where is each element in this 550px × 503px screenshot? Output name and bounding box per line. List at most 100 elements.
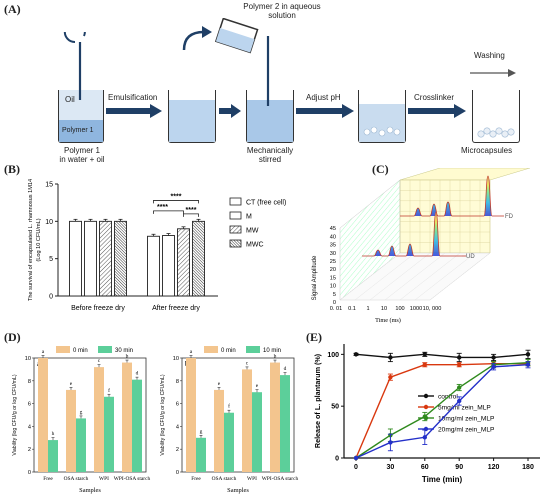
beaker-4-body (358, 90, 406, 143)
series-line (355, 364, 529, 459)
washing-arrow-icon (470, 69, 516, 77)
y-tick-label: 6 (28, 402, 31, 408)
bar (214, 389, 224, 472)
data-point (525, 362, 531, 367)
bar (270, 362, 280, 472)
x-tick-label: 0.1 (348, 306, 356, 312)
x-tick-label: 10 (381, 306, 387, 312)
bar (252, 392, 262, 472)
data-point (525, 352, 531, 357)
significance-letter: a (190, 349, 193, 355)
bar (99, 220, 112, 297)
arrow-1-icon (106, 104, 162, 118)
bar (38, 358, 48, 472)
y-tick-label: 40 (330, 234, 336, 240)
series-line (355, 353, 529, 359)
legend-swatch-zero (56, 346, 70, 353)
bar (84, 220, 97, 297)
significance-letter: a (42, 349, 45, 355)
bar (66, 389, 76, 472)
data-point (422, 362, 427, 367)
bar (94, 367, 104, 472)
polymer1-tag: Polymer 1 (62, 127, 94, 134)
beaker-1-body: Oil Polymer 1 (58, 90, 104, 143)
bar (177, 228, 190, 297)
significance-letter: d (284, 366, 287, 372)
legend-label: 0 min (221, 348, 236, 354)
microcapsules-caption: Microcapsules (461, 146, 513, 155)
y-tick-label: 15 (330, 275, 336, 281)
y-tick-label: 0 (176, 470, 179, 476)
y-tick-label: 25 (330, 259, 336, 265)
floor-grid (429, 252, 491, 301)
step-emulsification: Emulsification (108, 93, 158, 102)
y-tick-label: 10 (330, 284, 336, 290)
polymer1-caption: Polymer 1 in water + oil (59, 146, 105, 164)
legend-label: CT (free cell) (246, 200, 286, 207)
polymer2-label: Polymer 2 in aqueous solution (243, 2, 321, 20)
significance-letter: h (52, 431, 55, 437)
series-label-fd: FD (505, 214, 514, 220)
y-tick-label: 15 (45, 182, 53, 189)
significance-letter: c (246, 360, 249, 366)
category-label: WPI-OSA starch (262, 476, 299, 482)
floor-grid (414, 252, 476, 301)
significance-letter: b (274, 354, 277, 360)
step-adjust-ph: Adjust pH (306, 93, 341, 102)
data-point (491, 355, 496, 360)
arrow-2-icon (219, 104, 241, 118)
y-tick-label: 35 (330, 243, 336, 249)
microcapsules-icon (477, 127, 515, 138)
y-tick-label: 10 (25, 356, 31, 362)
bar (280, 375, 290, 472)
significance-bracket (153, 210, 184, 214)
bar (76, 418, 86, 472)
bar (196, 437, 206, 472)
legend-label: 20mg/ml zein_MLP (438, 427, 495, 434)
data-point (388, 374, 393, 380)
back-wall (399, 179, 491, 254)
floor-grid (339, 252, 401, 301)
panel-c-letter: (C) (372, 162, 389, 176)
significance-letter: e (218, 381, 221, 387)
significance-letter: g (200, 429, 203, 435)
legend-swatch-treated (98, 346, 112, 353)
data-point (491, 364, 496, 369)
category-label: WPI-OSA starch (114, 476, 151, 482)
y-tick-label: 0 (333, 300, 336, 306)
y-axis-label: Release of L. plantarum (%) (313, 353, 322, 448)
stirrer-1-icon (63, 32, 86, 100)
legend-swatch (229, 197, 242, 206)
pouring-beaker-icon (214, 18, 259, 54)
floor-grid (369, 252, 431, 301)
panel-e-letter: (E) (306, 330, 322, 344)
y-tick-label: 8 (28, 379, 31, 385)
significance-bracket (153, 200, 199, 204)
y-tick-label: 30 (330, 251, 336, 257)
legend-marker (423, 393, 429, 399)
category-label: WPI (247, 476, 257, 482)
y-tick-label: 0 (335, 456, 339, 463)
oil-label: Oil (65, 95, 75, 104)
y-tick-label: 8 (176, 379, 179, 385)
significance-label: **** (157, 204, 168, 211)
significance-letter: f (108, 387, 110, 394)
top-wall (399, 168, 531, 181)
curved-arrow-icon (182, 26, 212, 51)
floor-grid (384, 252, 446, 301)
x-axis-label: Samples (227, 487, 249, 494)
plot-frame (181, 357, 295, 473)
washing-label: Washing (474, 51, 505, 60)
bar (224, 412, 234, 472)
beaker-3-liquid (247, 100, 293, 142)
data-point (422, 435, 427, 440)
y-tick-label: 20 (330, 267, 336, 273)
significance-letter: e (256, 383, 259, 389)
y-tick-label: 10 (173, 356, 179, 362)
panel-e-chart: 0 50 100 0 30 60 90 120 180 Time (min) Release of … (313, 344, 540, 484)
legend-swatch (229, 225, 242, 234)
panel-a-letter: (A) (4, 2, 21, 16)
category-label: WPI (99, 476, 109, 482)
bar (192, 220, 205, 297)
significance-letter: f (228, 403, 230, 410)
